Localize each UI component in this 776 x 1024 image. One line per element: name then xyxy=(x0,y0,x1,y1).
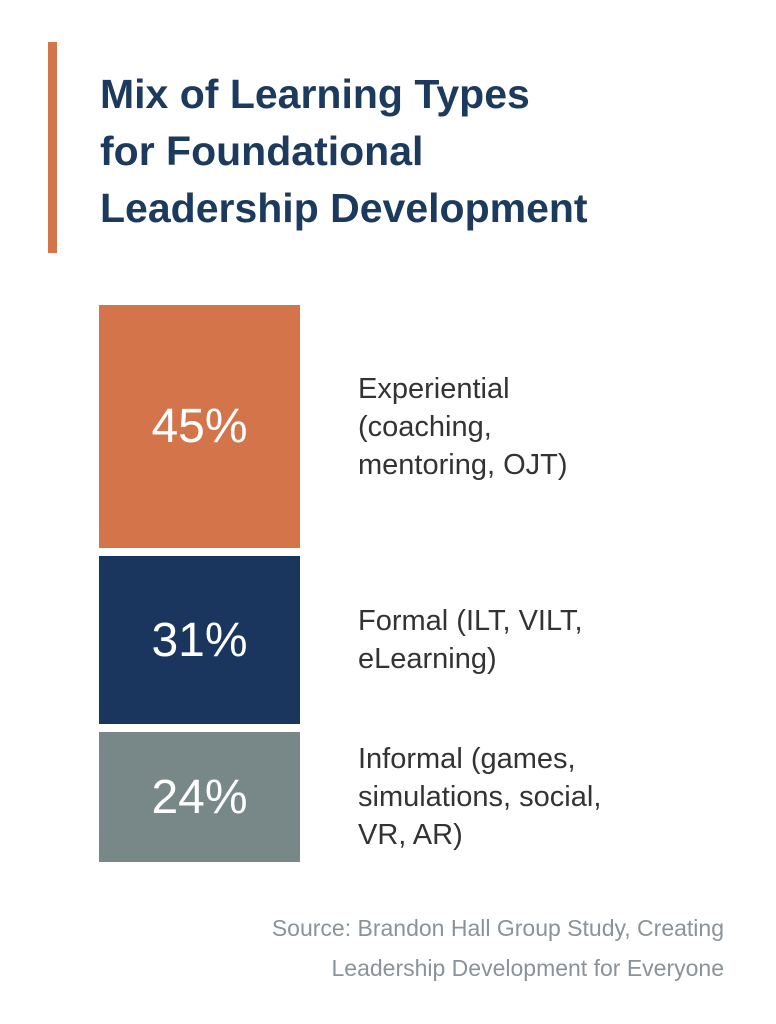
bar-row: 45% Experiential (coaching, mentoring, OJT) xyxy=(99,305,739,548)
category-label: Experiential (coaching, mentoring, OJT) xyxy=(358,305,568,548)
chart-title: Mix of Learning Types for Foundational L… xyxy=(100,66,740,237)
category-label-line: Experiential xyxy=(358,372,510,405)
bar-row: 24% Informal (games, simulations, social, V… xyxy=(99,732,739,862)
bar-row: 31% Formal (ILT, VILT, eLearning) xyxy=(99,556,739,724)
title-line: Mix of Learning Types xyxy=(100,71,530,117)
data-label: 31% xyxy=(151,613,248,667)
category-label-line: mentoring, OJT) xyxy=(358,448,568,481)
category-label: Informal (games, simulations, social, VR, … xyxy=(358,732,601,862)
bar-segment: 45% xyxy=(99,305,300,548)
data-label: 24% xyxy=(151,770,248,824)
data-label: 45% xyxy=(151,400,248,453)
bar-segment: 31% xyxy=(99,556,300,724)
bar-segment: 24% xyxy=(99,732,300,862)
title-line: Leadership Development xyxy=(100,185,588,231)
title-accent-bar xyxy=(48,42,57,253)
category-label-line: simulations, social, xyxy=(358,781,602,813)
title-line: for Foundational xyxy=(100,128,424,174)
source-note: Source: Brandon Hall Group Study, Creati… xyxy=(272,908,724,988)
category-label-line: Formal (ILT, VILT, xyxy=(358,605,583,637)
category-label-line: Informal (games, xyxy=(358,743,576,775)
source-line: Source: Brandon Hall Group Study, Creati… xyxy=(271,915,724,941)
source-line: Leadership Development for Everyone xyxy=(331,955,724,981)
category-label-line: eLearning) xyxy=(358,643,497,675)
category-label-line: (coaching, xyxy=(358,410,492,443)
category-label-line: VR, AR) xyxy=(358,819,463,851)
category-label: Formal (ILT, VILT, eLearning) xyxy=(358,556,583,724)
